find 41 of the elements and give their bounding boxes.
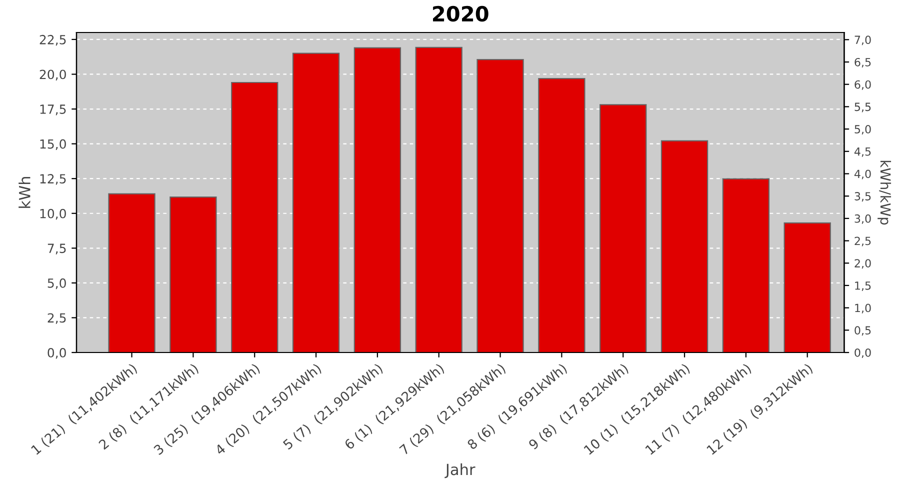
y2-tick-label: 3,5 [854, 192, 871, 202]
y-tick-label: 5,0 [48, 278, 66, 290]
y2-tick-label: 2,5 [854, 236, 871, 246]
bar [600, 104, 647, 352]
bar [108, 193, 156, 352]
x-axis-title: Jahr [444, 463, 476, 478]
y-tick-label: 12,5 [40, 174, 66, 185]
y-tick-label: 0,0 [48, 348, 66, 359]
y2-tick-label: 5,0 [854, 125, 871, 135]
y2-tick-label: 6,0 [854, 80, 871, 90]
bar [415, 46, 462, 352]
bar [784, 222, 831, 352]
y2-tick-label: 1,0 [855, 304, 871, 314]
y2-tick-label: 3,0 [854, 214, 871, 224]
y-tick-label: 22,5 [40, 34, 66, 46]
y-tick-label: 20,0 [40, 70, 66, 80]
y-tick-label: 10,0 [40, 208, 66, 220]
y-tick-label: 7,5 [48, 244, 66, 254]
y-tick-label: 2,5 [48, 313, 66, 324]
y2-tick-label: 4,0 [854, 170, 871, 180]
y2-tick-label: 5,5 [854, 102, 871, 112]
y-axis-title: kWh [18, 176, 30, 208]
y-tick-label: 17,5 [40, 104, 66, 116]
y2-tick-label: 6,5 [854, 58, 871, 68]
y2-tick-label: 0,5 [854, 326, 871, 336]
bar [292, 52, 340, 352]
bar [170, 196, 217, 352]
bar [476, 58, 524, 352]
bar [722, 178, 770, 352]
bar [660, 140, 708, 352]
bar [538, 78, 586, 352]
bar [354, 47, 402, 352]
y2-tick-label: 2,0 [854, 259, 871, 269]
bar [231, 82, 278, 352]
y2-tick-label: 4,5 [854, 148, 871, 157]
y2-axis-title: kWh/kWp [878, 160, 892, 225]
y2-tick-label: 0,0 [854, 348, 871, 358]
y2-tick-label: 7,0 [854, 36, 871, 46]
y-tick-label: 15,0 [40, 139, 66, 150]
y2-tick-label: 1,5 [855, 282, 871, 291]
chart-title: 2020 [433, 6, 488, 22]
